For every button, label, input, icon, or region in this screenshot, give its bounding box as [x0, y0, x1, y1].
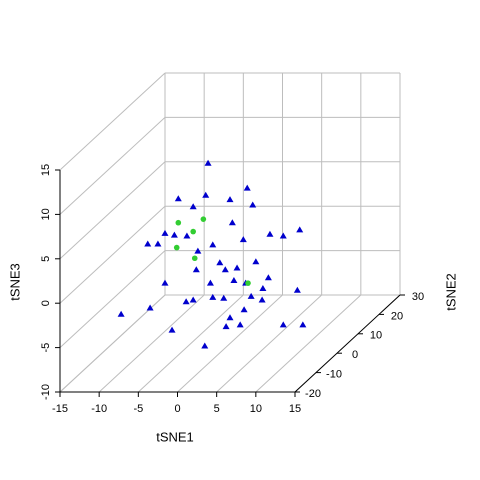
point [183, 232, 191, 239]
y-tick-label: 0 [352, 349, 358, 361]
point [245, 280, 251, 286]
point [144, 240, 152, 247]
z-tick-label: 15 [40, 164, 52, 176]
point [239, 236, 247, 243]
x-axis-label: tSNE1 [156, 429, 194, 444]
point [206, 279, 214, 286]
side-grid-line [59, 205, 166, 304]
point [154, 240, 162, 247]
point [236, 321, 244, 328]
side-grid-line [59, 72, 166, 171]
floor-grid-line [177, 294, 283, 393]
point [247, 292, 255, 299]
x-tick-label: -15 [52, 403, 68, 415]
point [264, 274, 272, 281]
point [230, 276, 238, 283]
y-axis-label: tSNE2 [443, 273, 458, 311]
x-tick-label: 10 [250, 403, 262, 415]
point [202, 191, 210, 198]
point [299, 321, 307, 328]
point [192, 266, 200, 273]
y-tick-label: -10 [326, 369, 342, 381]
x-tick-label: 0 [174, 403, 180, 415]
point [279, 232, 287, 239]
x-tick-label: 5 [214, 403, 220, 415]
z-tick-label: 0 [40, 300, 52, 306]
point [296, 226, 304, 233]
point [228, 219, 236, 226]
point [243, 184, 251, 191]
z-tick-label: -5 [40, 343, 52, 353]
z-tick-label: 5 [40, 256, 52, 262]
point [258, 296, 266, 303]
point [216, 259, 224, 266]
point [293, 286, 301, 293]
floor-grid-line [137, 294, 244, 393]
point [190, 228, 196, 235]
point [170, 231, 178, 238]
point [168, 326, 176, 333]
side-grid-line [59, 294, 166, 393]
point [161, 279, 169, 286]
point [226, 314, 234, 321]
point [189, 296, 197, 303]
point [226, 196, 234, 203]
point [200, 216, 207, 222]
x-tick-label: 15 [289, 403, 301, 415]
point [204, 159, 212, 166]
floor-grid-line [98, 294, 205, 393]
point [222, 323, 230, 330]
x-tick-label: -5 [133, 403, 143, 415]
floor-grid-line [255, 294, 362, 393]
point [221, 266, 229, 273]
z-tick-label: -10 [40, 384, 52, 400]
point [191, 255, 198, 262]
point [259, 284, 267, 291]
y-tick-label: 10 [370, 330, 382, 342]
side-grid-line [59, 161, 166, 260]
floor-grid-line [216, 294, 323, 393]
x-tick-label: -10 [91, 403, 107, 415]
point [173, 244, 180, 251]
point [175, 219, 182, 226]
point [233, 264, 241, 271]
point [194, 247, 202, 254]
y-tick-label: 20 [391, 310, 403, 322]
point [240, 306, 248, 313]
side-grid-line [59, 250, 166, 348]
y-axis-line [294, 294, 401, 393]
point [209, 241, 217, 248]
point [252, 258, 260, 265]
side-grid-line [59, 117, 166, 215]
point [174, 195, 182, 202]
point [117, 310, 125, 317]
y-tick-label: 30 [412, 291, 424, 303]
point [146, 304, 154, 311]
point [209, 293, 217, 300]
point [279, 321, 287, 328]
point [161, 229, 169, 236]
point [266, 230, 274, 237]
y-tick-label: -20 [305, 388, 321, 400]
point [249, 201, 257, 208]
point [182, 298, 190, 305]
z-tick-label: 10 [40, 208, 52, 220]
point [189, 203, 197, 210]
z-axis-label: tSNE3 [7, 263, 22, 301]
point [220, 294, 228, 301]
point [201, 342, 209, 349]
